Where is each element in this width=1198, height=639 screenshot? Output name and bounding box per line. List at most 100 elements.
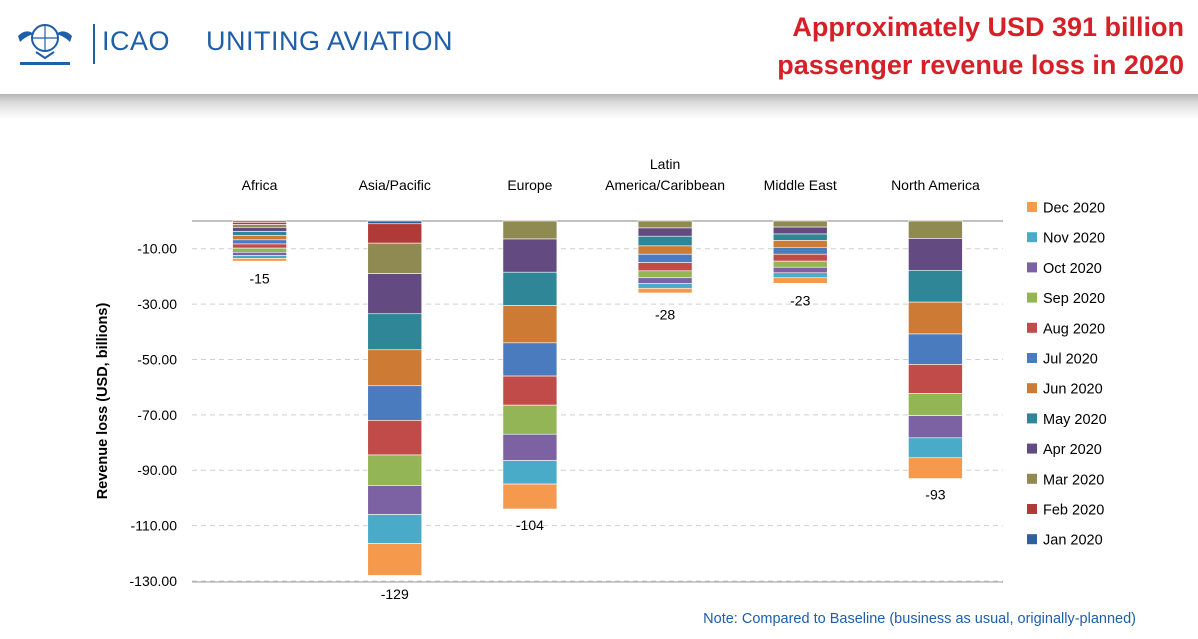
- legend-swatch: [1027, 443, 1037, 454]
- bar-segment: [637, 220, 693, 229]
- bar-segment: [908, 437, 963, 459]
- category-label: Africa: [242, 177, 278, 193]
- bar-segment: [637, 262, 693, 272]
- total-label: -93: [925, 487, 945, 503]
- bar-segment: [772, 240, 828, 248]
- y-tick-label: -110.00: [131, 518, 178, 534]
- bar-segment: [367, 349, 423, 387]
- header-shadow: [0, 94, 1198, 120]
- bar-segment: [502, 220, 558, 240]
- headline-line-1: Approximately USD 391 billion: [792, 12, 1184, 42]
- logo-divider: [93, 24, 95, 64]
- category-label: Latin: [650, 156, 680, 172]
- y-axis-label: Revenue loss (USD, billions): [95, 303, 111, 500]
- y-tick-label: -70.00: [137, 407, 177, 423]
- bar-segment: [502, 483, 558, 510]
- total-label: -129: [381, 586, 409, 602]
- legend-swatch: [1027, 504, 1037, 514]
- bar-segment: [772, 260, 828, 268]
- legend-swatch: [1027, 473, 1037, 484]
- legend-swatch: [1027, 232, 1037, 243]
- logo-tagline: UNITING AVIATION: [206, 26, 454, 56]
- headline-line-2: passenger revenue loss in 2020: [777, 50, 1184, 80]
- legend-label: Feb 2020: [1043, 503, 1104, 519]
- legend-label: Oct 2020: [1043, 261, 1102, 277]
- bar-segment: [637, 245, 693, 255]
- bar-segment: [772, 277, 828, 284]
- bar-segment: [502, 433, 558, 461]
- y-tick-label: -50.00: [137, 351, 177, 367]
- bar-segment: [367, 514, 423, 544]
- legend-swatch: [1027, 292, 1037, 303]
- logo-text: ICAO: [102, 26, 171, 56]
- legend-label: Mar 2020: [1043, 472, 1104, 488]
- category-label: America/Caribbean: [605, 177, 725, 193]
- bar-segment: [232, 247, 287, 253]
- bar-segment: [502, 305, 558, 344]
- bar-segment: [232, 224, 287, 228]
- bar-segment: [908, 238, 963, 271]
- bar-segment: [772, 247, 828, 255]
- bar-segment: [502, 342, 558, 377]
- legend-swatch: [1027, 353, 1037, 363]
- legend-label: May 2020: [1043, 412, 1107, 428]
- bar-segment: [772, 233, 828, 241]
- bar-segment: [908, 393, 963, 416]
- bar-segment: [232, 231, 287, 236]
- bar-segment: [772, 272, 828, 279]
- bar-segment: [908, 415, 963, 439]
- legend-label: Dec 2020: [1043, 201, 1105, 217]
- legend-label: Apr 2020: [1043, 442, 1102, 458]
- bar-segment: [908, 220, 963, 239]
- icao-emblem-icon: [18, 24, 72, 65]
- bar-segment: [772, 266, 828, 274]
- category-label: Asia/Pacific: [359, 177, 431, 193]
- legend-swatch: [1027, 262, 1037, 273]
- bar-segment: [637, 287, 693, 294]
- bar-segment: [502, 271, 558, 306]
- y-tick-label: -30.00: [137, 296, 177, 312]
- bar-segment: [908, 333, 963, 365]
- bar-segment: [367, 385, 423, 421]
- bar-segment: [637, 253, 693, 263]
- header: ICAO UNITING AVIATION Approximately USD …: [0, 0, 1198, 94]
- legend-label: Jul 2020: [1043, 352, 1098, 368]
- bar-segment: [502, 404, 558, 435]
- legend-swatch: [1027, 202, 1037, 212]
- bar-segment: [772, 253, 828, 262]
- bar-segment: [908, 301, 963, 335]
- bar-segment: [908, 457, 963, 479]
- headline: Approximately USD 391 billion passenger …: [624, 8, 1184, 84]
- legend-label: Sep 2020: [1043, 291, 1105, 307]
- bar-segment: [908, 269, 963, 303]
- total-label: -23: [790, 293, 810, 309]
- legend-swatch: [1027, 383, 1037, 394]
- bar-segment: [502, 375, 558, 406]
- bar-segment: [367, 223, 423, 244]
- bar-segment: [232, 222, 287, 225]
- bar-segment: [502, 238, 558, 273]
- bar-segment: [637, 235, 693, 247]
- legend-label: Aug 2020: [1043, 321, 1105, 337]
- y-tick-label: -10.00: [137, 241, 177, 257]
- category-label: North America: [891, 177, 980, 193]
- baseline-note: Note: Compared to Baseline (business as …: [703, 611, 1136, 627]
- y-tick-label: -90.00: [137, 462, 177, 478]
- bar-segment: [367, 273, 423, 315]
- legend-swatch: [1027, 534, 1037, 545]
- bar-segment: [232, 251, 287, 256]
- category-label: Europe: [507, 177, 552, 193]
- bar-segment: [232, 235, 287, 241]
- bar-segment: [367, 485, 423, 515]
- bar-segment: [367, 543, 423, 576]
- bar-segment: [637, 277, 693, 284]
- bar-segment: [772, 220, 828, 228]
- total-label: -28: [655, 307, 675, 323]
- category-label: Middle East: [764, 177, 837, 193]
- y-tick-label: -130.00: [130, 573, 178, 589]
- bar-segment: [232, 258, 287, 262]
- total-label: -15: [249, 271, 269, 287]
- bar-segment: [502, 460, 558, 485]
- bar-segment: [637, 227, 693, 237]
